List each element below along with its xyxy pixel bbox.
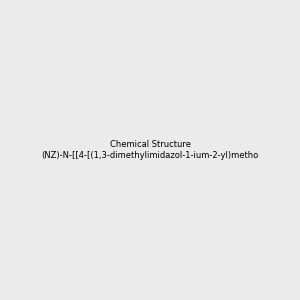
Text: Chemical Structure
(NZ)-N-[[4-[(1,3-dimethylimidazol-1-ium-2-yl)metho: Chemical Structure (NZ)-N-[[4-[(1,3-dime… — [41, 140, 259, 160]
